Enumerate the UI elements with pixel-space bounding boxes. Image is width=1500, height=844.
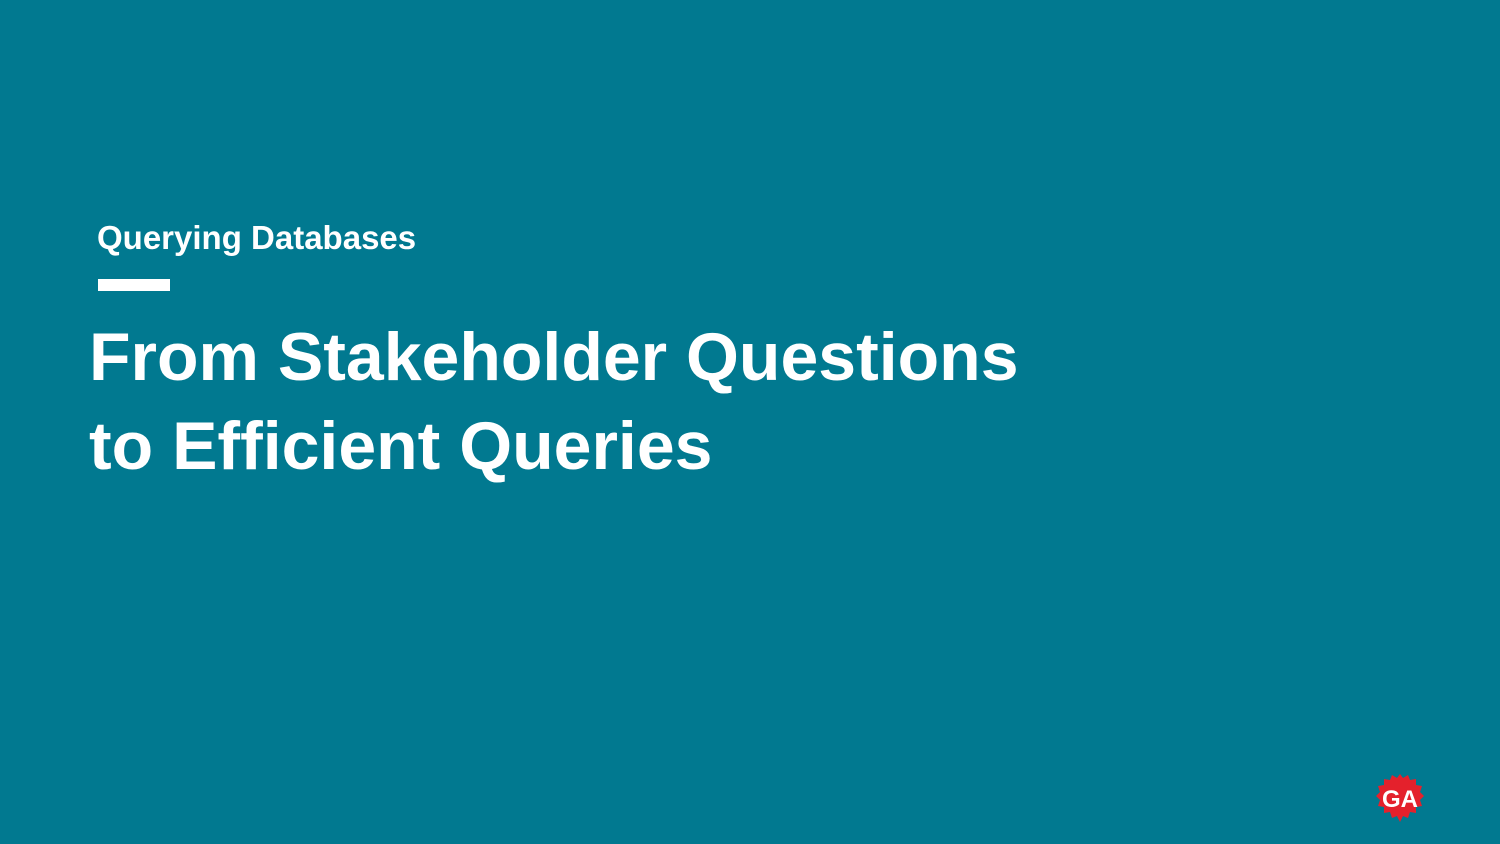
ga-logo-text: GA [1382, 786, 1418, 813]
slide-title-line-1: From Stakeholder Questions [89, 319, 1019, 395]
ga-seal-icon: GA [1376, 774, 1424, 822]
slide-title-line-2: to Efficient Queries [89, 408, 713, 484]
title-accent-bar [98, 279, 170, 291]
slide-title: From Stakeholder Questions to Efficient … [89, 313, 1019, 491]
ga-seal-shape [1376, 774, 1424, 822]
section-label: Querying Databases [97, 219, 417, 256]
